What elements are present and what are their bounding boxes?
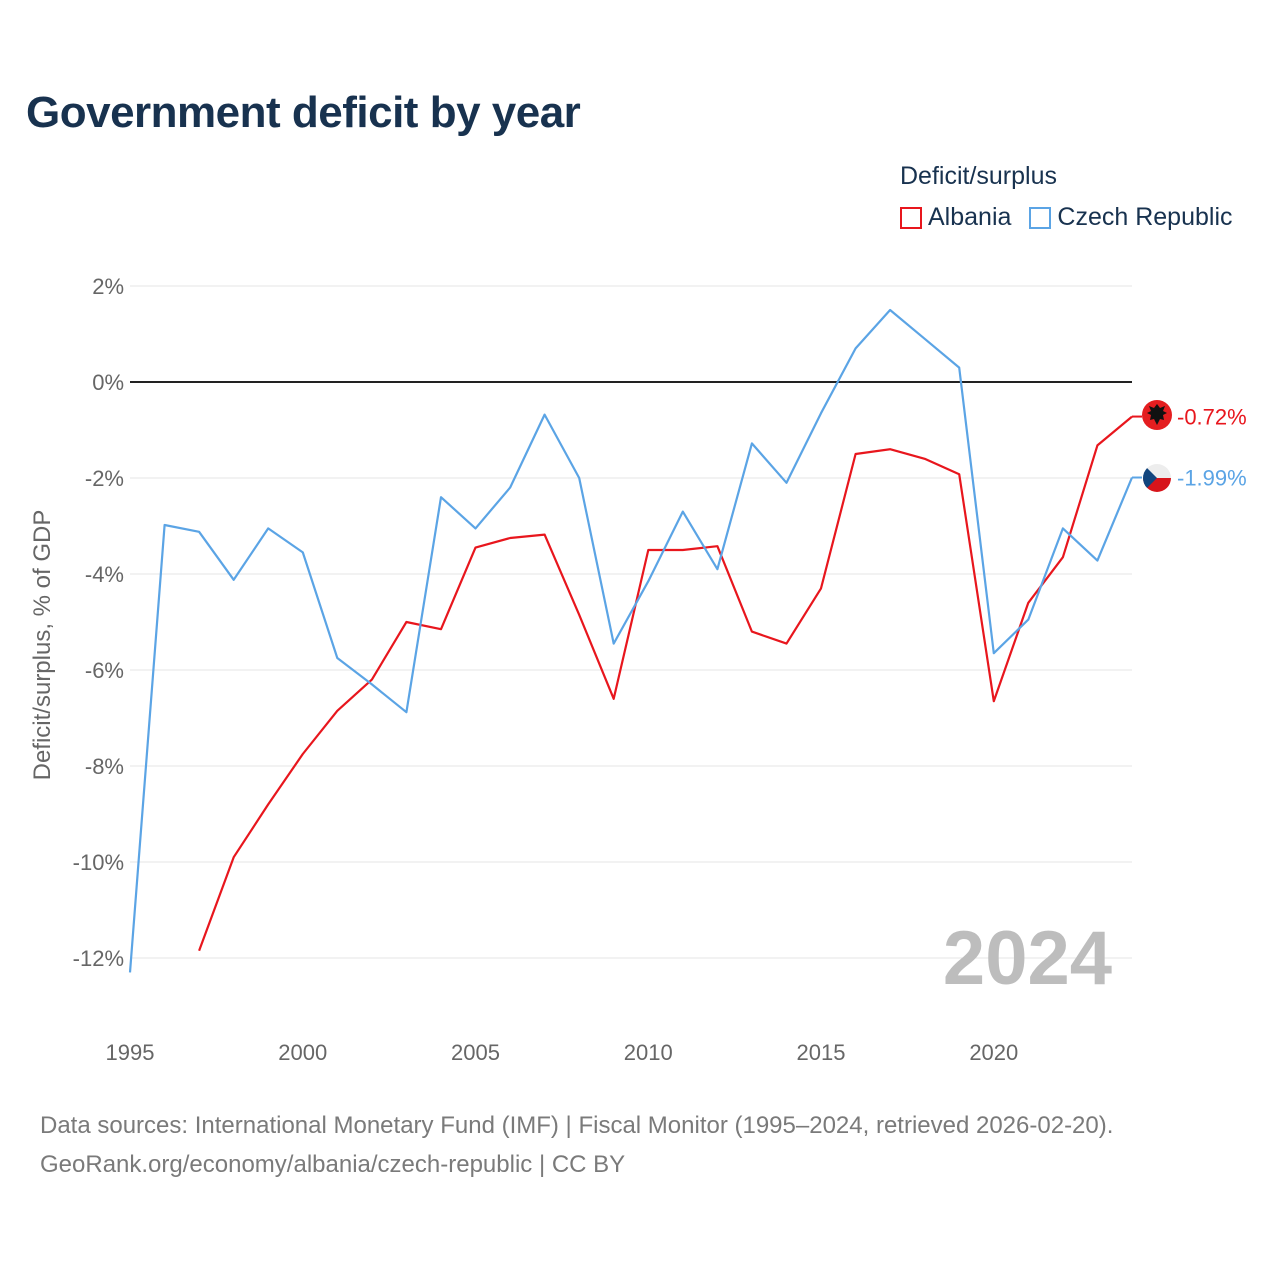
end-label-albania: -0.72% [1177, 405, 1247, 430]
x-tick-label: 2020 [969, 1040, 1018, 1065]
series-line-albania[interactable] [198, 415, 1133, 952]
x-axis-ticks: 1995 2000 2005 2010 2015 2020 [106, 1040, 1019, 1065]
y-axis-title: Deficit/surplus, % of GDP [29, 510, 56, 781]
czech-flag-icon [1143, 464, 1171, 492]
y-tick-label: -10% [73, 850, 124, 875]
y-tick-label: -2% [85, 466, 124, 491]
y-tick-label: 0% [92, 370, 124, 395]
y-axis-ticks: 2% 0% -2% -4% -6% -8% -10% -12% [73, 274, 124, 971]
chart-title: Government deficit by year [26, 88, 581, 137]
y-tick-label: -4% [85, 562, 124, 587]
year-watermark: 2024 [943, 916, 1112, 1001]
legend-item-czech-republic[interactable]: Czech Republic [1029, 203, 1233, 232]
legend-label-albania: Albania [928, 203, 1012, 231]
end-label-czech-republic: -1.99% [1177, 466, 1247, 491]
series-lines [128, 308, 1134, 973]
x-tick-label: 2015 [797, 1040, 846, 1065]
x-tick-label: 2000 [278, 1040, 327, 1065]
line-chart: 2% 0% -2% -4% -6% -8% -10% -12% 1995 2000 2005 201… [29, 274, 1247, 1065]
end-labels: -0.72% -1.99% [1132, 405, 1247, 491]
legend-label-czech-republic: Czech Republic [1057, 203, 1233, 231]
y-tick-label: -12% [73, 946, 124, 971]
legend-swatch-czech-republic [1029, 206, 1052, 229]
x-tick-label: 2005 [451, 1040, 500, 1065]
series-line-czech-republic[interactable] [128, 308, 1134, 973]
legend-swatch-albania [900, 206, 922, 229]
y-tick-label: -6% [85, 658, 124, 683]
footer: Data sources: International Monetary Fun… [40, 1106, 1113, 1184]
legend-item-albania[interactable]: Albania [900, 203, 1011, 232]
legend: Deficit/surplus Albania Czech Republic [900, 162, 1233, 232]
y-tick-label: -8% [85, 754, 124, 779]
footer-attribution: GeoRank.org/economy/albania/czech-republ… [40, 1151, 626, 1178]
y-tick-label: 2% [92, 274, 124, 299]
legend-title: Deficit/surplus [900, 162, 1057, 190]
albania-flag-icon [1142, 400, 1172, 430]
grid-lines [130, 285, 1132, 959]
x-tick-label: 2010 [624, 1040, 673, 1065]
x-tick-label: 1995 [106, 1040, 155, 1065]
footer-sources: Data sources: International Monetary Fun… [40, 1112, 1114, 1139]
